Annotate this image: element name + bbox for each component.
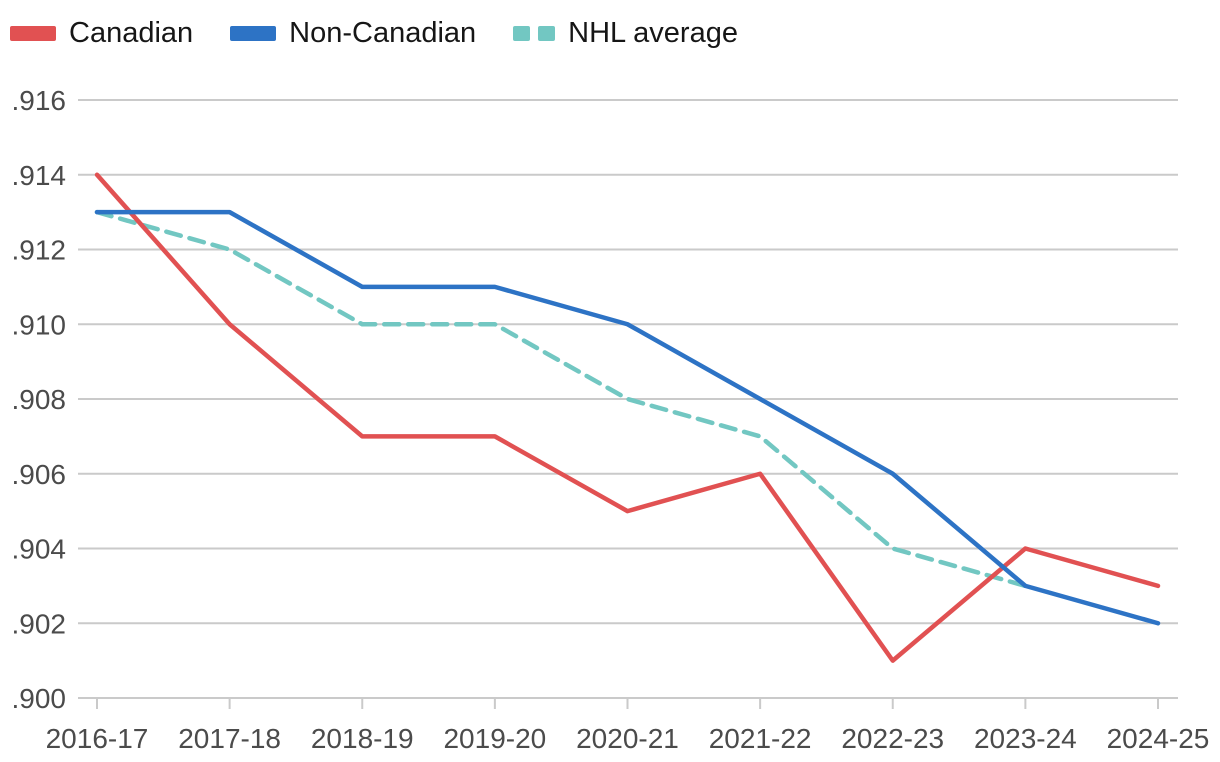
y-axis-label: .904 xyxy=(12,534,67,565)
canadian-series-swatch xyxy=(10,25,56,41)
x-axis-label: 2023-24 xyxy=(974,723,1077,754)
chart-legend: Canadian Non-Canadian NHL average xyxy=(10,16,738,50)
x-axis-label: 2018-19 xyxy=(311,723,414,754)
y-axis-label: .908 xyxy=(12,384,67,415)
series-line-canadian xyxy=(94,172,1161,663)
legend-label-non-canadian: Non-Canadian xyxy=(289,17,477,49)
series-line-non-canadian xyxy=(94,209,1161,626)
nhl-average-series-swatch xyxy=(513,25,556,41)
legend-item-canadian: Canadian xyxy=(10,16,193,50)
x-axis-label: 2022-23 xyxy=(841,723,944,754)
y-axis-label: .914 xyxy=(12,160,67,191)
legend-label-nhl-average: NHL average xyxy=(568,17,738,49)
x-axis-label: 2019-20 xyxy=(443,723,546,754)
x-axis-label: 2016-17 xyxy=(46,723,149,754)
y-axis-label: .902 xyxy=(12,608,67,639)
y-axis-label: .910 xyxy=(12,309,67,340)
y-axis-label: .916 xyxy=(12,85,67,116)
x-axis-label: 2020-21 xyxy=(576,723,679,754)
legend-item-nhl-average: NHL average xyxy=(513,16,738,50)
x-axis-label: 2017-18 xyxy=(178,723,281,754)
y-axis-label: .900 xyxy=(12,683,67,714)
y-axis-label: .906 xyxy=(12,459,67,490)
legend-label-canadian: Canadian xyxy=(69,17,194,49)
non-canadian-series-swatch xyxy=(230,25,277,41)
legend-item-non-canadian: Non-Canadian xyxy=(230,16,476,50)
x-axis-label: 2024-25 xyxy=(1107,723,1210,754)
x-axis-label: 2021-22 xyxy=(709,723,812,754)
y-axis-label: .912 xyxy=(12,235,67,266)
